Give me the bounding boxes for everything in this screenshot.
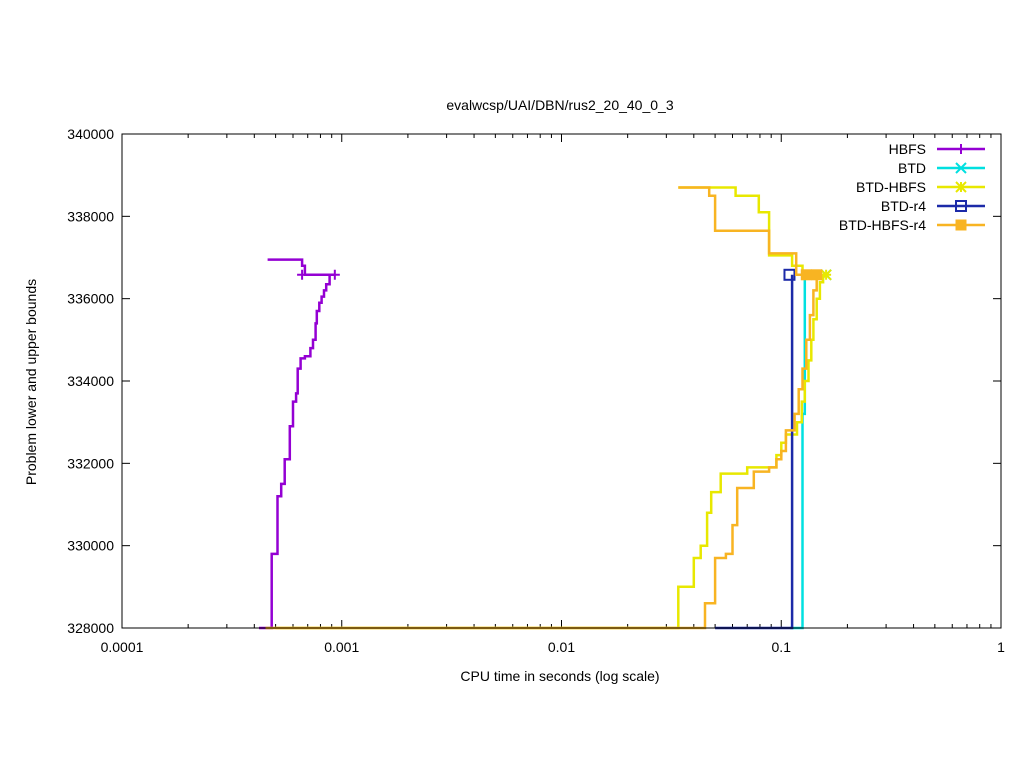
- legend-marker: [955, 181, 967, 193]
- series-point: [820, 269, 832, 281]
- x-tick-label: 0.0001: [101, 639, 144, 655]
- y-tick-label: 330000: [67, 538, 114, 554]
- series-line-lower: [259, 273, 335, 630]
- legend-label: HBFS: [889, 141, 926, 157]
- legend-label: BTD-HBFS: [856, 179, 926, 195]
- series-point: [297, 269, 308, 280]
- y-tick-label: 340000: [67, 126, 114, 142]
- legend-marker: [955, 219, 967, 231]
- chart-title: evalwcsp/UAI/DBN/rus2_20_40_0_3: [446, 97, 673, 113]
- y-tick-label: 338000: [67, 208, 114, 224]
- plot-frame: [121, 133, 1002, 629]
- legend-label: BTD: [898, 160, 926, 176]
- y-axis-label: Problem lower and upper bounds: [23, 279, 39, 485]
- legend-marker: [955, 200, 967, 212]
- series-point: [783, 268, 796, 281]
- x-tick-label: 1: [997, 639, 1005, 655]
- axis-ticks: 328000 330000 332000 334000 336000 338000 3400…: [67, 126, 1005, 655]
- x-axis-label: CPU time in seconds (log scale): [460, 668, 659, 684]
- x-tick-label: 0.1: [772, 639, 792, 655]
- legend-marker: [955, 162, 967, 174]
- legend-marker: [956, 144, 966, 154]
- legend: HBFS BTD BTD-HBFS BTD-r4 BTD-HBFS-r4: [839, 141, 985, 233]
- series-line-upper: [678, 186, 820, 277]
- series-line-upper: [267, 258, 335, 277]
- y-tick-label: 336000: [67, 291, 114, 307]
- legend-label: BTD-r4: [881, 198, 926, 214]
- series-group: [259, 186, 832, 630]
- series-point: [329, 269, 340, 280]
- y-tick-label: 328000: [67, 620, 114, 636]
- legend-label: BTD-HBFS-r4: [839, 217, 926, 233]
- y-tick-label: 332000: [67, 455, 114, 471]
- series-line-lower: [265, 273, 820, 630]
- x-tick-label: 0.001: [324, 639, 359, 655]
- series-point: [800, 269, 812, 281]
- y-tick-label: 334000: [67, 373, 114, 389]
- series-point: [811, 269, 823, 281]
- series-line-lower: [275, 273, 827, 630]
- series-line-lower: [790, 273, 827, 630]
- x-tick-label: 0.01: [548, 639, 575, 655]
